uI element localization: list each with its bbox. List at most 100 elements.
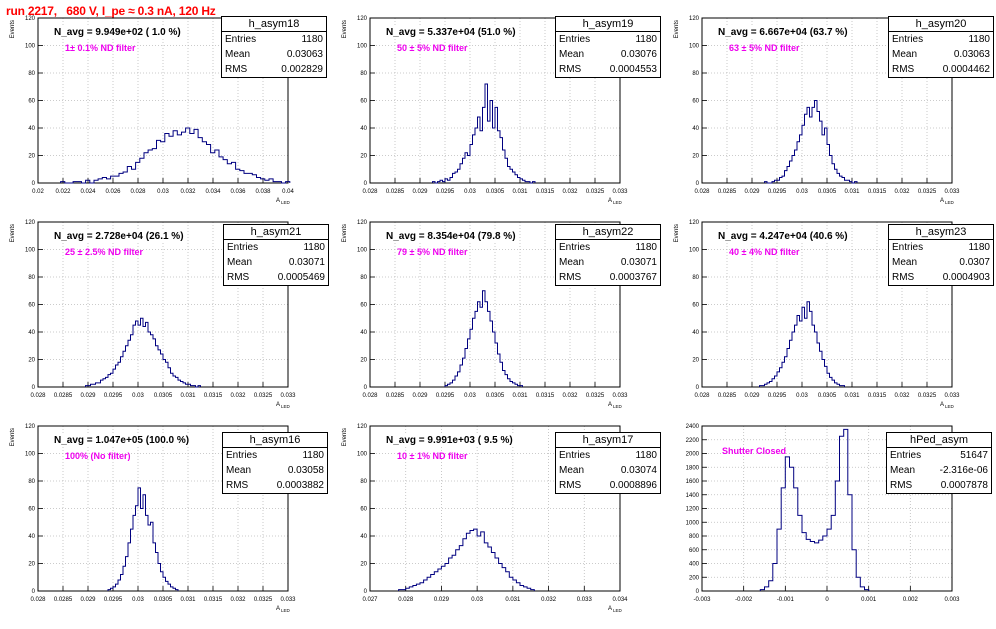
plot-frame (37, 425, 289, 592)
navg-label: N_avg = 8.354e+04 (79.8 %) (384, 231, 518, 242)
stats-key: RMS (892, 272, 915, 283)
y-tick-label: 120 (25, 220, 36, 226)
x-tick-label: 0.0305 (486, 189, 505, 195)
x-tick-label: 0.032 (562, 189, 578, 195)
stats-key: Entries (227, 242, 259, 253)
navg-label: N_avg = 2.728e+04 (26.1 %) (52, 231, 186, 242)
stats-row-entries: Entries 1180 (889, 32, 993, 47)
x-tick-label: 0.028 (694, 393, 710, 399)
filter-label: 79 ± 5% ND filter (397, 247, 468, 257)
x-tick-label: 0.033 (280, 393, 296, 399)
x-tick-label: 0.028 (30, 597, 46, 603)
stats-key: RMS (559, 480, 582, 491)
x-tick-label: 0.0305 (486, 393, 505, 399)
filter-label: 1± 0.1% ND filter (65, 43, 136, 53)
histogram-line (107, 487, 179, 591)
y-tick-label: 0 (696, 181, 700, 187)
x-tick-label: 0.0305 (154, 597, 173, 603)
x-tick-label: 0.03 (157, 189, 169, 195)
y-tick-label: 20 (692, 358, 699, 364)
stats-key: Entries (559, 34, 591, 45)
stats-key: RMS (227, 272, 250, 283)
x-tick-label: 0.02 (32, 189, 44, 195)
stats-key: Mean (559, 257, 585, 268)
y-tick-label: 40 (692, 126, 699, 132)
stats-row-rms: RMS 0.0003767 (556, 270, 660, 285)
y-tick-label: 60 (360, 303, 367, 309)
stats-title: h_asym19 (556, 17, 660, 32)
y-tick-label: 0 (32, 181, 36, 187)
plot-frame (701, 17, 953, 184)
x-tick-label: 0.0285 (54, 393, 73, 399)
stats-box: h_asym18 Entries 1180 Mean 0.03063 RMS 0.00282… (221, 16, 327, 78)
y-tick-label: 100 (25, 44, 36, 50)
stats-value: 1180 (968, 34, 990, 45)
y-tick-label: 60 (692, 303, 699, 309)
stats-key: RMS (890, 480, 913, 491)
x-axis-label: ALED (276, 402, 291, 409)
x-tick-label: 0.0295 (768, 393, 787, 399)
x-tick-label: 0.031 (512, 393, 528, 399)
y-tick-label: 100 (357, 248, 368, 254)
x-tick-label: 0.029 (412, 393, 428, 399)
y-axis-label: Events (674, 20, 680, 38)
stats-row-rms: RMS 0.0004903 (889, 270, 993, 285)
y-tick-label: 80 (28, 71, 35, 77)
y-tick-label: 120 (25, 424, 36, 430)
y-tick-label: 80 (28, 479, 35, 485)
y-tick-label: 60 (360, 507, 367, 513)
y-tick-label: 20 (28, 562, 35, 568)
histogram-line (764, 100, 858, 184)
y-tick-label: 20 (360, 358, 367, 364)
stats-value: 0.002829 (281, 64, 323, 75)
x-tick-label: 0.0315 (868, 393, 887, 399)
x-tick-label: 0.032 (894, 393, 910, 399)
stats-key: Mean (892, 257, 918, 268)
y-tick-label: 100 (25, 248, 36, 254)
stats-row-mean: Mean -2.316e-06 (887, 463, 991, 478)
stats-row-mean: Mean 0.03071 (224, 255, 328, 270)
x-tick-label: 0.031 (505, 597, 521, 603)
y-tick-label: 2000 (686, 452, 700, 458)
x-tick-label: 0.038 (255, 189, 271, 195)
navg-label: N_avg = 9.991e+03 ( 9.5 %) (384, 435, 515, 446)
histogram-panel-h_asym17: 0.027 0.028 0.029 0.03 0.031 0.032 0.033 0.034 0… (332, 422, 664, 629)
stats-key: Entries (559, 242, 591, 253)
x-axis-label: ALED (608, 402, 623, 409)
histogram-line (398, 528, 535, 591)
plot-frame (701, 425, 953, 592)
stats-row-entries: Entries 1180 (889, 240, 993, 255)
y-tick-label: 1400 (686, 493, 700, 499)
stats-title: h_asym20 (889, 17, 993, 32)
x-tick-label: 0.029 (80, 597, 96, 603)
stats-key: Entries (892, 242, 924, 253)
stats-value: -2.316e-06 (939, 465, 988, 476)
stats-key: RMS (559, 272, 582, 283)
y-tick-label: 40 (360, 126, 367, 132)
x-tick-label: 0.0305 (818, 189, 837, 195)
plot-frame (37, 17, 289, 184)
histogram-line (85, 317, 201, 388)
stats-title: h_asym23 (889, 225, 993, 240)
plot-frame (701, 221, 953, 388)
stats-title: hPed_asym (887, 433, 991, 448)
x-axis-label: ALED (940, 198, 955, 205)
x-tick-label: 0.0315 (868, 189, 887, 195)
x-tick-label: 0.031 (512, 189, 528, 195)
filter-label: 100% (No filter) (65, 451, 131, 461)
stats-row-entries: Entries 1180 (556, 448, 660, 463)
y-tick-label: 200 (689, 575, 700, 581)
y-axis-label: Events (10, 224, 16, 242)
y-tick-label: 20 (28, 154, 35, 160)
x-tick-label: 0.0295 (104, 597, 123, 603)
y-tick-label: 60 (28, 99, 35, 105)
x-tick-label: 0.031 (180, 597, 196, 603)
filter-label: 63 ± 5% ND filter (729, 43, 800, 53)
stats-value: 0.0004903 (942, 272, 990, 283)
x-tick-label: 0.027 (362, 597, 378, 603)
stats-key: Entries (559, 450, 591, 461)
histogram-svg: 0.028 0.0285 0.029 0.0295 0.03 0.0305 0.031 0.0… (674, 220, 960, 409)
stats-value: 1180 (635, 242, 657, 253)
stats-value: 0.03076 (620, 49, 657, 60)
